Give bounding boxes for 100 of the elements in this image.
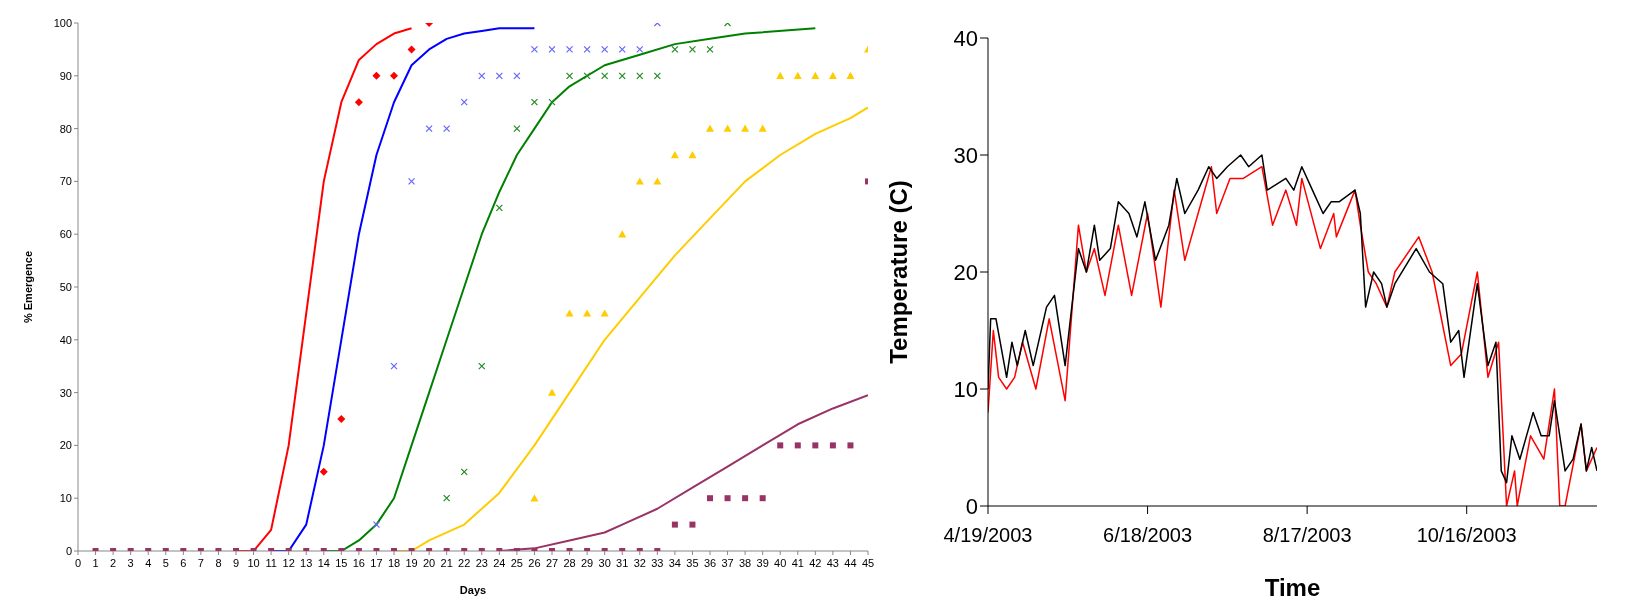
point [443,125,451,133]
x-tick-label: 41 [791,556,804,569]
x-tick-label: 10/16/2003 [1416,524,1517,547]
point [636,45,644,53]
y-tick-label: 100 [53,16,72,29]
y-tick-label: 40 [59,333,72,346]
x-tick-label: 32 [633,556,646,569]
x-tick-label: 4/19/2003 [943,524,1033,547]
x-tick-label: 19 [405,556,418,569]
x-tick-label: 44 [844,556,857,569]
x-tick-label: 14 [317,556,330,569]
y-tick-label: 0 [965,493,978,519]
point [513,125,521,133]
point [530,494,539,502]
y-tick-label: 60 [59,228,72,241]
point [742,495,749,502]
x-tick-label: 36 [703,556,717,569]
point [724,495,731,502]
x-axis-title: Days [459,584,487,596]
point [583,309,592,317]
x-tick-label: 38 [738,556,752,569]
point [759,495,766,502]
point [670,151,679,159]
y-tick-label: 10 [953,376,978,402]
point [671,521,678,528]
point [443,494,451,502]
point [688,151,697,159]
x-tick-label: 25 [510,556,524,569]
x-tick-label: 7 [197,556,204,569]
x-tick-label: 26 [528,556,541,569]
x-tick-label: 1 [92,556,99,569]
point [811,71,820,79]
point [548,98,556,106]
x-tick-label: 22 [458,556,471,569]
y-tick-label: 20 [59,439,72,452]
point [583,72,591,80]
y-tick-label: 10 [59,492,72,505]
x-tick-label: 27 [545,556,559,569]
point [565,72,574,80]
x-tick-label: 35 [686,556,699,569]
point [495,204,503,212]
point [653,177,662,185]
y-tick-label: 20 [953,259,978,285]
point [706,45,714,53]
y-tick-label: 0 [65,544,72,557]
point [794,442,801,449]
x-tick-label: 9 [232,556,240,569]
point [372,71,381,80]
y-tick-label: 50 [59,280,72,293]
x-tick-label: 5 [162,556,169,569]
y-tick-label: 90 [59,69,72,82]
y-tick-label: 30 [59,386,72,399]
y-axis-title: % Emergence [21,250,34,324]
point [319,467,328,476]
y-axis-title: Temperature (C) [884,180,912,364]
point [689,521,696,528]
x-tick-label: 33 [651,556,664,569]
point [777,442,784,449]
point [758,124,767,132]
x-tick-label: 29 [580,556,594,569]
x-tick-label: 39 [756,556,769,569]
y-tick-label: 80 [59,122,72,135]
x-tick-label: 2 [110,556,117,569]
y-tick-label: 70 [59,175,72,188]
x-tick-label: 11 [265,556,277,569]
y-tick-label: 40 [953,25,978,51]
point [707,495,713,502]
point [653,72,661,80]
x-tick-label: 18 [387,556,401,569]
point [548,45,556,53]
point [407,45,416,54]
point [846,71,855,79]
x-tick-label: 43 [826,556,840,569]
point [847,442,854,449]
x-tick-label: 8/17/2003 [1262,524,1352,547]
x-tick-label: 12 [282,556,295,569]
x-tick-label: 15 [335,556,348,569]
x-tick-label: 28 [563,556,576,569]
point [723,124,732,132]
x-tick-label: 31 [616,556,629,569]
x-tick-label: 0 [74,556,82,569]
x-tick-label: 37 [721,556,734,569]
point [548,388,556,396]
x-tick-label: 34 [668,556,682,569]
x-tick-label: 24 [493,556,506,569]
point [530,98,539,106]
x-tick-label: 16 [352,556,366,569]
point [390,362,398,370]
point [776,71,785,79]
point [793,71,802,79]
x-tick-label: 6/18/2003 [1103,524,1193,547]
point [741,124,750,132]
point [565,309,574,317]
x-tick-label: 4 [145,556,152,569]
point [618,45,626,53]
point [390,71,398,80]
x-tick-label: 17 [370,556,383,569]
x-tick-label: 30 [598,556,611,569]
point [583,45,591,53]
point [706,124,714,132]
